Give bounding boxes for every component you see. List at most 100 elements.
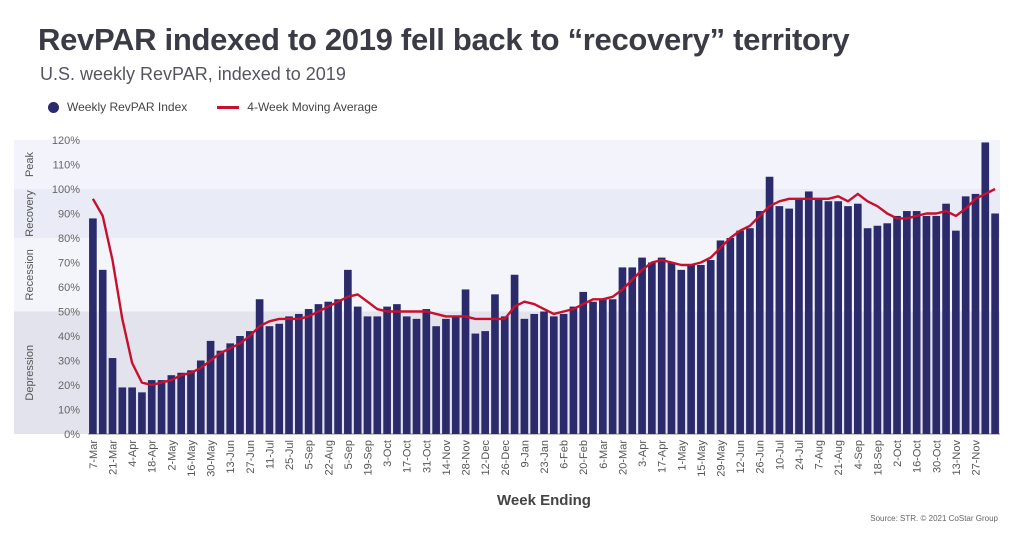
bar: [461, 289, 470, 434]
x-tick-label: 29-May: [716, 440, 728, 477]
bar: [491, 294, 499, 434]
x-tick-label: 14-Nov: [441, 440, 453, 476]
x-tick-label: 19-Sep: [362, 440, 374, 475]
band-label-peak: Peak: [24, 151, 36, 177]
bar: [549, 316, 558, 434]
band-peak: [14, 140, 1000, 189]
x-tick-label: 25-Jul: [284, 440, 296, 470]
bar: [981, 142, 990, 434]
bar: [824, 201, 833, 434]
bar: [932, 215, 941, 434]
bar: [353, 306, 362, 434]
y-tick-label: 40%: [58, 331, 80, 343]
x-tick-label: 23-Jan: [539, 440, 551, 474]
x-tick-label: 12-Dec: [480, 440, 492, 476]
bar: [922, 215, 931, 434]
x-tick-label: 18-Apr: [147, 440, 159, 473]
bar: [873, 225, 882, 434]
bar: [863, 228, 872, 434]
bar: [383, 306, 391, 434]
bar: [98, 269, 107, 434]
legend-line-marker: [217, 105, 240, 109]
x-tick-label: 2-May: [166, 440, 178, 471]
bar: [648, 262, 656, 434]
bar: [608, 299, 617, 434]
band-label-depression: Depression: [24, 345, 36, 401]
bar: [540, 311, 548, 434]
bar: [138, 392, 146, 434]
bar: [147, 380, 156, 434]
bar: [226, 343, 235, 434]
bar: [755, 211, 764, 434]
bar: [638, 257, 646, 434]
x-tick-label: 16-May: [186, 440, 198, 477]
bar: [314, 304, 323, 434]
bar: [736, 230, 744, 434]
x-tick-label: 30-May: [206, 440, 218, 477]
x-axis-title: Week Ending: [497, 492, 591, 509]
bar: [157, 380, 166, 434]
y-tick-label: 80%: [58, 233, 80, 245]
x-tick-label: 17-Oct: [402, 440, 414, 473]
x-tick-label: 28-Nov: [461, 440, 473, 476]
x-tick-label: 3-Apr: [637, 440, 649, 467]
bar: [726, 238, 735, 434]
y-tick-label: 90%: [58, 209, 80, 221]
y-tick-label: 110%: [53, 160, 81, 172]
bar: [324, 301, 333, 434]
x-tick-label: 5-Sep: [343, 440, 355, 469]
bar: [677, 269, 686, 434]
bar: [344, 269, 352, 434]
band-recession: [14, 238, 1000, 312]
bar: [795, 198, 803, 434]
moving-average-line: [91, 187, 996, 387]
bar: [912, 211, 921, 434]
bar: [589, 301, 597, 434]
legend: Weekly RevPAR Index 4-Week Moving Averag…: [48, 100, 378, 114]
band-label-recession: Recession: [24, 249, 36, 300]
bar: [216, 350, 225, 434]
bar: [628, 267, 637, 434]
y-tick-label: 70%: [58, 258, 80, 270]
band-label-recovery: Recovery: [24, 190, 36, 237]
y-tick-label: 0%: [64, 429, 80, 441]
x-tick-label: 18-Sep: [872, 440, 884, 475]
bar: [961, 196, 970, 434]
bar: [236, 336, 244, 434]
bar: [432, 326, 440, 434]
y-tick-label: 50%: [58, 307, 80, 319]
bar: [128, 387, 136, 434]
x-tick-label: 15-May: [696, 440, 708, 477]
bar: [667, 262, 676, 434]
x-tick-label: 24-Jul: [794, 440, 806, 470]
bar: [393, 304, 401, 434]
bar: [657, 257, 666, 434]
bar: [500, 316, 509, 434]
bar: [883, 223, 892, 434]
bar: [422, 309, 431, 434]
x-tick-label: 4-Sep: [853, 440, 865, 469]
bar: [510, 274, 519, 434]
bar: [775, 206, 784, 434]
x-tick-label: 2-Oct: [892, 440, 904, 467]
x-tick-label: 1-May: [676, 440, 688, 471]
bar: [167, 375, 176, 434]
bar: [942, 203, 950, 434]
bar: [569, 306, 578, 434]
bar: [187, 370, 195, 434]
bar: [559, 313, 568, 434]
x-tick-label: 5-Sep: [304, 440, 316, 469]
bar: [716, 240, 725, 434]
source-note: Source: STR. © 2021 CoStar Group: [870, 514, 998, 523]
x-tick-label: 26-Jun: [755, 440, 767, 474]
x-tick-label: 20-Feb: [578, 440, 590, 475]
bar: [706, 260, 715, 434]
bar: [903, 211, 911, 434]
legend-line-label: 4-Week Moving Average: [247, 100, 378, 114]
bar: [530, 313, 539, 434]
bar: [853, 203, 862, 434]
bar: [275, 323, 284, 434]
bar: [285, 316, 293, 434]
x-tick-label: 13-Nov: [951, 440, 963, 476]
